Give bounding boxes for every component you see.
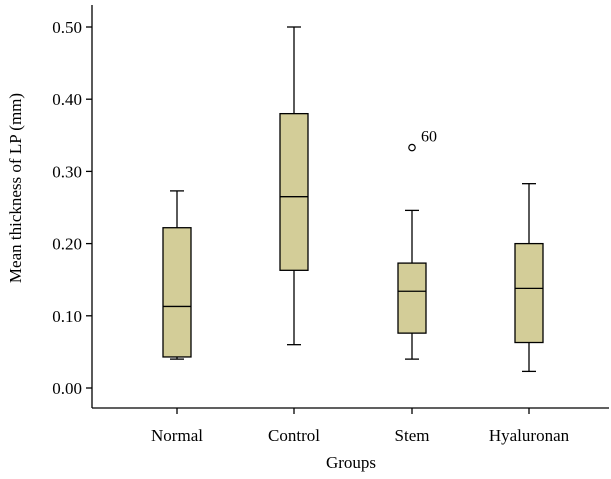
box-iqr: [397, 262, 427, 334]
x-tick-label: Hyaluronan: [489, 426, 570, 445]
box-group-hyaluronan: [514, 183, 544, 373]
y-axis-label: Mean thickness of LP (mm): [6, 93, 25, 283]
boxes: 60: [162, 26, 544, 373]
outlier-label: 60: [421, 129, 437, 146]
y-tick-label: 0.00: [52, 379, 82, 398]
x-tick-label: Stem: [395, 426, 430, 445]
y-axis-ticks: 0.00 0.10 0.20 0.30 0.40 0.50: [52, 18, 92, 398]
box-group-stem: 60: [397, 129, 437, 360]
x-tick-label: Control: [268, 426, 320, 445]
x-axis-ticks: Normal Control Stem Hyaluronan: [151, 408, 570, 445]
y-tick-label: 0.20: [52, 235, 82, 254]
axes: [91, 5, 609, 409]
x-tick-label: Normal: [151, 426, 203, 445]
outlier-point: [408, 143, 416, 152]
box-group-normal: [162, 190, 192, 360]
y-tick-label: 0.30: [52, 162, 82, 181]
y-tick-label: 0.40: [52, 90, 82, 109]
box-iqr: [162, 227, 192, 358]
box-iqr: [514, 242, 544, 344]
x-axis-label: Groups: [326, 453, 376, 472]
box-group-control: [279, 26, 309, 346]
box-iqr: [279, 112, 309, 271]
y-tick-label: 0.50: [52, 18, 82, 37]
y-tick-label: 0.10: [52, 307, 82, 326]
